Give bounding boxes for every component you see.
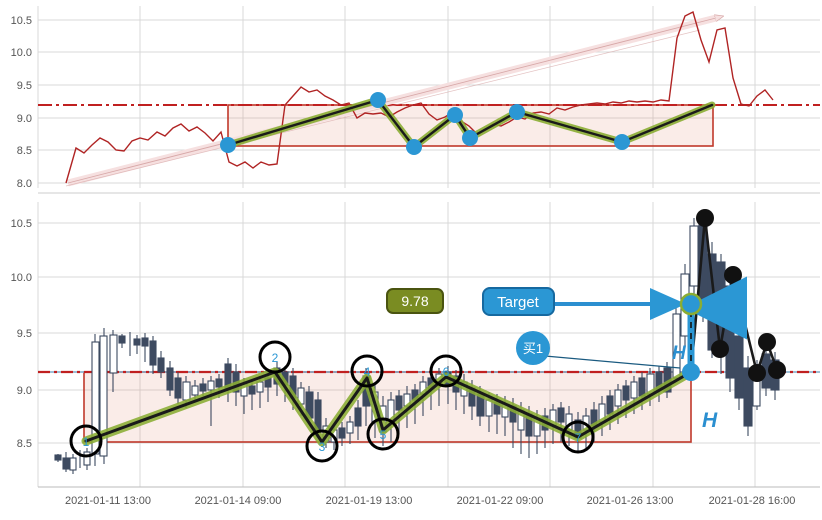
swing-dot[interactable] (711, 340, 729, 358)
overview-vgrid (37, 6, 756, 188)
detail-y-axis: 10.5 10.0 9.5 9.0 8.5 (11, 218, 32, 450)
pivot-label: 2 (272, 351, 279, 365)
measure-anchor-dot[interactable] (682, 363, 700, 381)
overview-ytick: 10.0 (11, 47, 32, 59)
buy-signal-leader (544, 355, 681, 369)
overview-ytick: 9.5 (17, 80, 32, 92)
overview-pivot-dot[interactable] (462, 130, 478, 146)
detail-ytick: 9.0 (17, 385, 32, 397)
overview-price-line (65, 10, 774, 184)
detail-ytick: 10.5 (11, 218, 32, 230)
pivot-label: 1 (83, 435, 90, 449)
overview-pivot-dot[interactable] (370, 92, 386, 108)
pivot-label: 6 (443, 365, 450, 379)
pivot-marker-7[interactable]: 7 (561, 420, 595, 454)
overview-ytick: 10.5 (11, 15, 32, 27)
detail-xtick: 2021-01-14 09:00 (195, 495, 282, 507)
pivot-marker-2[interactable]: 2 (258, 340, 292, 374)
detail-xtick: 2021-01-22 09:00 (457, 495, 544, 507)
overview-pivot-dot[interactable] (220, 137, 236, 153)
overview-pivot-dot[interactable] (614, 134, 630, 150)
detail-x-axis: 2021-01-11 13:00 2021-01-14 09:00 2021-0… (65, 495, 795, 507)
detail-ytick: 10.0 (11, 272, 32, 284)
pivot-marker-6[interactable]: 6 (429, 354, 463, 388)
overview-ytick: 8.0 (17, 178, 32, 190)
swing-dot[interactable] (768, 361, 786, 379)
buy-signal-label: 买1 (523, 341, 543, 356)
detail-xtick: 2021-01-26 13:00 (587, 495, 674, 507)
detail-pane[interactable]: 10.5 10.0 9.5 9.0 8.5 (0, 196, 822, 520)
h-marker-upper: H (672, 343, 687, 364)
overview-pivot-dot[interactable] (509, 104, 525, 120)
overview-pivot-dots[interactable] (220, 92, 630, 155)
detail-xtick: 2021-01-11 13:00 (65, 495, 151, 507)
target-callout-arrow (553, 288, 703, 320)
overview-y-axis: 10.5 10.0 9.5 9.0 8.5 8.0 (11, 15, 32, 190)
swing-dot[interactable] (724, 266, 742, 284)
pivot-marker-3[interactable]: 3 (305, 429, 339, 463)
target-anchor-dot[interactable] (679, 292, 703, 316)
detail-vgrid (37, 202, 756, 487)
pivot-marker-1[interactable]: 1 (69, 424, 103, 458)
buy-signal-badge[interactable]: 买1 (516, 331, 550, 365)
overview-ytick: 8.5 (17, 145, 32, 157)
pivot-marker-5[interactable]: 5 (366, 417, 400, 451)
overview-pane[interactable]: 10.5 10.0 9.5 9.0 8.5 8.0 (0, 0, 822, 196)
detail-ytick: 8.5 (17, 438, 32, 450)
pivot-label: 4 (364, 365, 371, 379)
price-target-badge[interactable]: 9.78 (386, 288, 444, 314)
pivot-marker-4[interactable]: 4 (350, 354, 384, 388)
pivot-label: 3 (319, 440, 326, 454)
detail-zigzag-line (84, 370, 693, 444)
swing-dot[interactable] (748, 364, 766, 382)
overview-hgrid (38, 19, 820, 184)
target-label: Target (497, 294, 540, 311)
detail-xtick: 2021-01-19 13:00 (326, 495, 413, 507)
h-marker-lower: H (702, 409, 718, 432)
pivot-markers[interactable]: 1 2 3 4 5 (69, 340, 595, 463)
overview-ytick: 9.0 (17, 113, 32, 125)
detail-xtick: 2021-01-28 16:00 (709, 495, 796, 507)
overview-zigzag-line (226, 98, 714, 149)
measure-arrow (682, 276, 747, 381)
pivot-label: 5 (380, 428, 387, 442)
target-badge[interactable]: Target (482, 287, 555, 316)
detail-ytick: 9.5 (17, 328, 32, 340)
price-target-value: 9.78 (401, 293, 428, 309)
pivot-label: 7 (575, 431, 582, 445)
overview-pivot-dot[interactable] (406, 139, 422, 155)
overview-pivot-dot[interactable] (447, 107, 463, 123)
swing-dot[interactable] (696, 209, 714, 227)
swing-dot[interactable] (758, 333, 776, 351)
